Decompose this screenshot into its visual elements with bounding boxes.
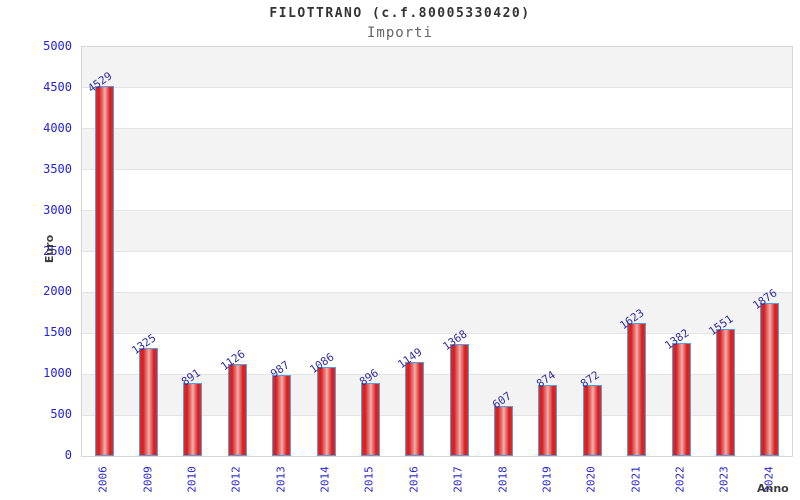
- x-tick-label: 2006: [96, 466, 110, 493]
- bar: [405, 362, 425, 456]
- y-tick-label: 5000: [43, 39, 72, 53]
- bar: [494, 406, 514, 456]
- bar: [760, 302, 780, 456]
- x-tick-label: 2017: [451, 466, 465, 493]
- bar: [94, 85, 114, 456]
- y-tick-label: 0: [64, 448, 72, 462]
- x-tick-label: 2010: [185, 466, 199, 493]
- y-tick-label: 2500: [43, 243, 72, 258]
- bar: [715, 329, 735, 456]
- bar: [449, 344, 469, 456]
- gridline: [82, 373, 792, 375]
- gridline: [82, 210, 792, 212]
- bar: [360, 382, 380, 456]
- bar: [272, 375, 292, 456]
- x-tick-label: 2022: [673, 466, 687, 493]
- gridline: [82, 414, 792, 416]
- gridline: [82, 291, 792, 293]
- gridline: [82, 332, 792, 334]
- x-tick-label: 2013: [274, 466, 288, 493]
- y-axis-title: Euro: [43, 234, 56, 264]
- x-tick-label: 2014: [318, 466, 332, 493]
- bar: [582, 384, 602, 456]
- x-tick-label: 2009: [141, 466, 155, 493]
- bar: [316, 367, 336, 456]
- x-tick-label: 2019: [540, 466, 554, 493]
- y-tick-label: 3000: [43, 202, 72, 217]
- gridline: [82, 87, 792, 89]
- x-tick-label: 2012: [229, 466, 243, 493]
- x-tick-label: 2016: [407, 466, 421, 493]
- x-tick-label: 2015: [362, 466, 376, 493]
- x-axis-title: Anno: [757, 482, 789, 495]
- y-tick-label: 500: [50, 407, 72, 422]
- bar: [183, 383, 203, 456]
- x-tick-label: 2018: [496, 466, 510, 493]
- x-tick-label: 2020: [584, 466, 598, 493]
- y-tick-label: 1500: [43, 325, 72, 340]
- x-tick-label: 2023: [717, 466, 731, 493]
- x-tick-label: 2021: [629, 466, 643, 493]
- chart-subtitle: Importi: [366, 25, 433, 41]
- chart-title: FILOTTRANO (c.f.80005330420): [269, 6, 531, 21]
- bar: [671, 342, 691, 456]
- y-tick-label: 4000: [43, 120, 72, 135]
- y-tick-label: 3500: [43, 161, 72, 176]
- bar: [227, 363, 247, 456]
- plot-area: 4529 1325 891 1126 987 1086 896 1149 1368 607 874 8…: [81, 46, 793, 457]
- gridline: [82, 128, 792, 130]
- y-tick-label: 1000: [43, 366, 72, 381]
- gridline: [82, 251, 792, 252]
- bar: [538, 384, 558, 456]
- gridline: [82, 169, 792, 171]
- bar: [627, 323, 647, 456]
- bar: [139, 347, 159, 456]
- y-tick-label: 4500: [43, 79, 72, 94]
- y-tick-label: 2000: [43, 284, 72, 299]
